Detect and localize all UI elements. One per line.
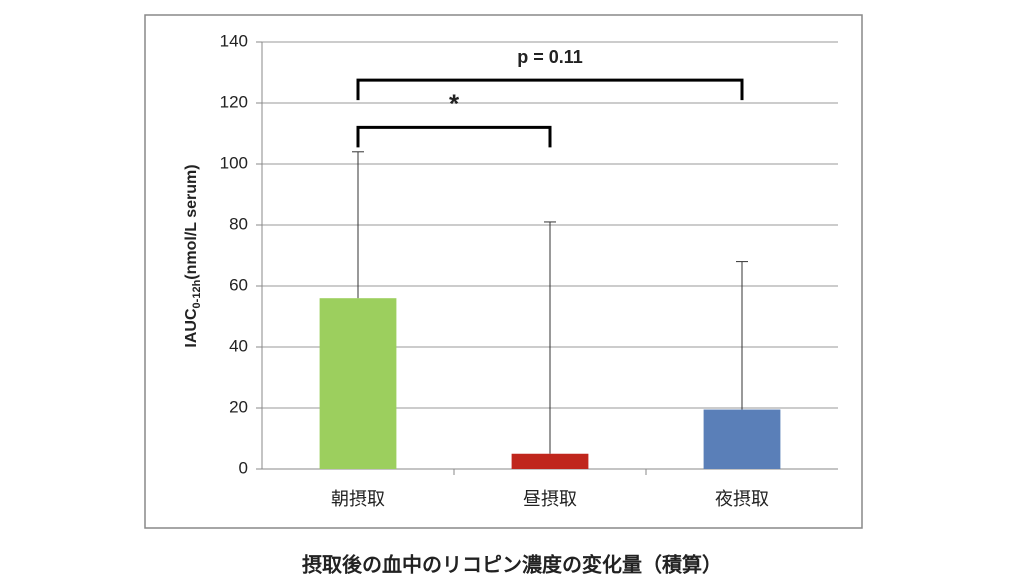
bar <box>511 453 589 469</box>
chart-title: 摂取後の血中のリコピン濃度の変化量（積算） <box>302 552 722 576</box>
bar <box>319 298 397 469</box>
y-tick-label: 140 <box>220 31 248 50</box>
annotation: * <box>449 88 460 118</box>
x-tick-label: 朝摂取 <box>331 489 385 509</box>
y-axis-label: IAUC0-12h(nmol/L serum) <box>183 164 203 347</box>
y-label-unit: (nmol/L serum) <box>183 164 200 279</box>
significance-bracket <box>356 125 552 148</box>
y-tick-label: 100 <box>220 153 248 172</box>
significance-bracket <box>356 78 744 101</box>
y-tick-label: 20 <box>229 397 248 416</box>
y-tick-label: 80 <box>229 214 248 233</box>
y-label-main: IAUC <box>183 308 200 348</box>
x-tick-label: 夜摂取 <box>715 489 769 509</box>
y-tick-label: 60 <box>229 275 248 294</box>
annotation: p = 0.11 <box>517 47 583 67</box>
y-tick-label: 0 <box>239 458 248 477</box>
bar <box>703 409 781 469</box>
x-tick-label: 昼摂取 <box>523 489 577 509</box>
y-tick-label: 40 <box>229 336 248 355</box>
y-tick-label: 120 <box>220 92 248 111</box>
y-label-subscript: 0-12h <box>191 279 203 308</box>
